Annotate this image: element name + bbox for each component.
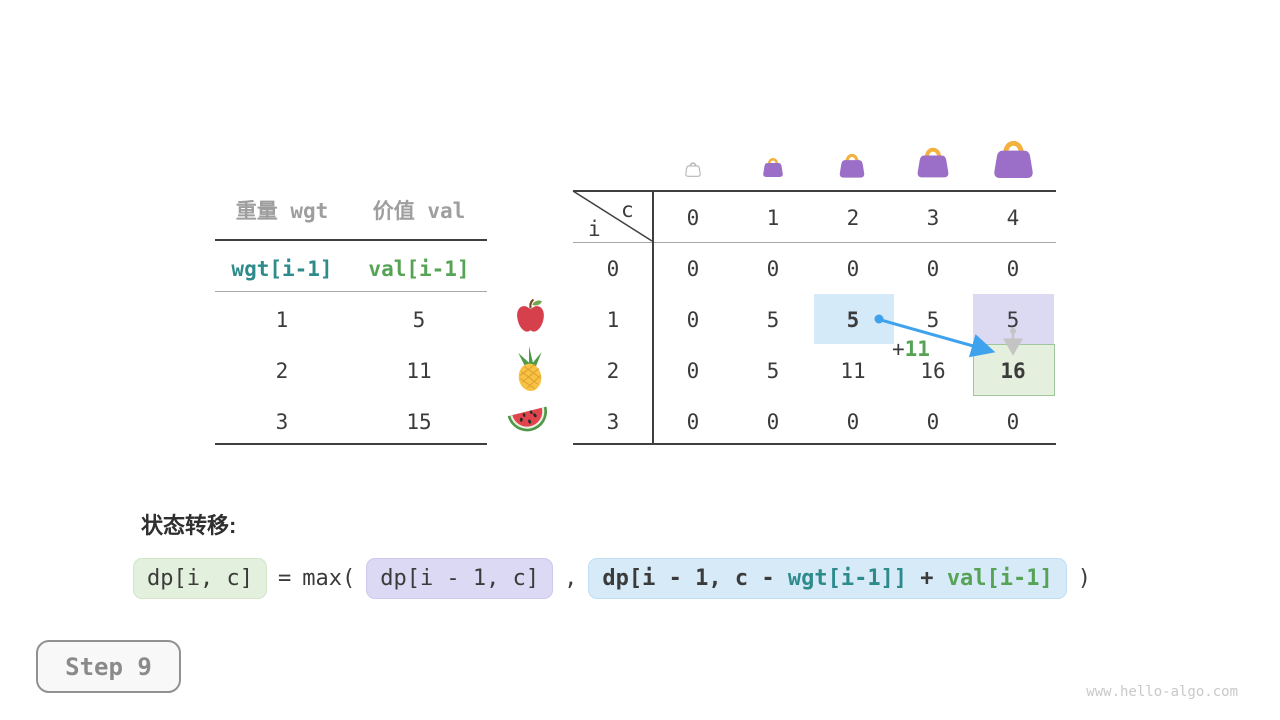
dp-table-rule-vertical [652,190,654,445]
dp-cell-1-3: 5 [926,308,940,332]
bag-empty-icon [684,160,702,177]
dp-row-label-1: 1 [606,308,620,332]
dp-cell-0-3: 0 [926,257,940,281]
dp-corner-col-var: c [621,198,634,222]
formula-option2-prefix: dp[i - 1, c - [602,566,788,591]
formula-close-paren: ) [1077,566,1092,591]
dp-cell-3-1: 0 [766,410,780,434]
item-row-3-val: 15 [406,410,432,434]
dp-cell-1-1: 5 [766,308,780,332]
dp-cell-0-0: 0 [686,257,700,281]
item-row-3-wgt: 3 [275,410,289,434]
dp-col-header-2: 2 [846,206,860,230]
dp-row-label-2: 2 [606,359,620,383]
items-table-rule-mid [215,291,487,292]
items-col-header-weight: 重量 wgt [235,199,329,223]
formula-option1-chip: dp[i - 1, c] [366,558,554,599]
dp-row-label-0: 0 [606,257,620,281]
formula-max-open: max( [302,566,356,591]
item-row-1-wgt: 1 [275,308,289,332]
step-indicator: Step 9 [36,640,181,693]
state-transition-label: 状态转移: [141,513,237,538]
dp-cell-1-2: 5 [846,308,860,332]
item-row-2-wgt: 2 [275,359,289,383]
item-row-1-val: 5 [412,308,426,332]
formula-comma: , [564,566,578,591]
bag-capacity-3-icon [914,143,952,179]
dp-cell-2-4: 16 [1000,359,1026,383]
items-subheader-val: val[i-1] [368,257,470,281]
dp-corner-row-var: i [588,217,601,241]
dp-table-rule-header [573,242,1056,243]
dp-cell-3-4: 0 [1006,410,1020,434]
dp-cell-3-0: 0 [686,410,700,434]
annotation-value: 11 [904,337,930,361]
dp-col-header-1: 1 [766,206,780,230]
dp-cell-1-4: 5 [1006,308,1020,332]
state-transition-formula: dp[i, c] = max( dp[i - 1, c] , dp[i - 1,… [133,558,1091,599]
dp-table-rule-top [573,190,1056,192]
dp-cell-0-1: 0 [766,257,780,281]
dp-col-header-0: 0 [686,206,700,230]
dp-cell-2-3: 16 [920,359,946,383]
items-subheader-wgt: wgt[i-1] [231,257,333,281]
value-added-annotation: +11 [892,337,930,361]
dp-cell-3-3: 0 [926,410,940,434]
watermark: www.hello-algo.com [1086,684,1238,700]
bag-capacity-1-icon [761,155,785,178]
formula-result-chip: dp[i, c] [133,558,267,599]
dp-cell-2-1: 5 [766,359,780,383]
items-table-rule-top [215,239,487,241]
dp-row-label-3: 3 [606,410,620,434]
pineapple-icon [512,345,548,392]
items-col-header-value: 价值 val [372,199,466,223]
bag-capacity-2-icon [837,150,867,179]
dp-col-header-4: 4 [1006,206,1020,230]
apple-icon [514,298,547,335]
dp-col-header-3: 3 [926,206,940,230]
dp-table-rule-bottom [573,443,1056,445]
formula-equals: = [277,566,292,591]
items-table-rule-bottom [215,443,487,445]
formula-option2-val: val[i-1] [946,566,1053,591]
annotation-plus-sign: + [892,337,905,361]
dp-cell-1-0: 0 [686,308,700,332]
formula-option2-wgt: wgt[i-1]] [787,566,908,591]
bag-capacity-4-icon [990,135,1037,180]
watermelon-icon [506,398,550,436]
dp-cell-2-2: 11 [840,359,866,383]
item-row-2-val: 11 [406,359,432,383]
dp-cell-0-4: 0 [1006,257,1020,281]
dp-cell-3-2: 0 [846,410,860,434]
formula-option2-plus: + [907,566,947,591]
dp-cell-2-0: 0 [686,359,700,383]
dp-corner-diagonal [572,190,653,242]
dp-cell-0-2: 0 [846,257,860,281]
formula-option2-chip: dp[i - 1, c - wgt[i-1]] + val[i-1] [588,558,1067,599]
